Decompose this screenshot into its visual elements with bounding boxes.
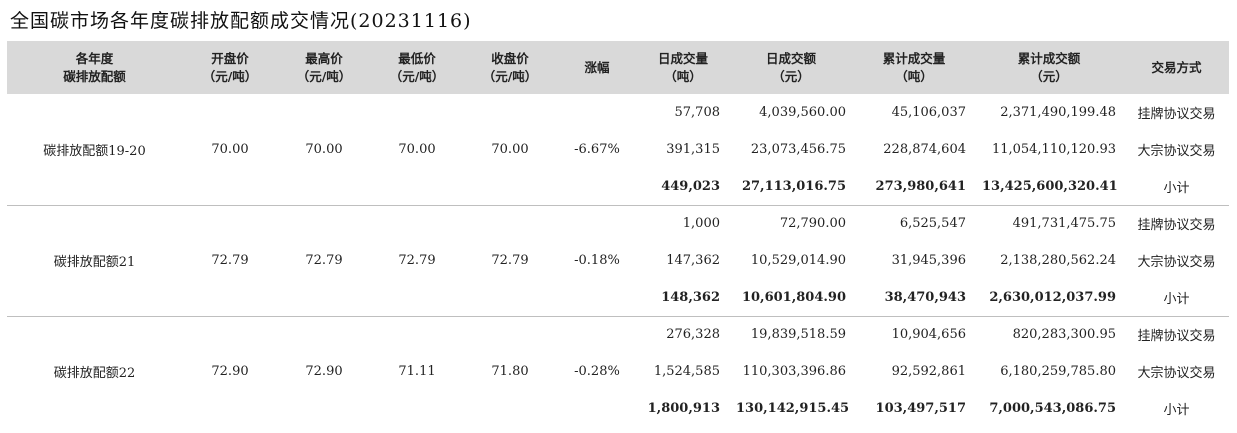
low-price: 71.11 xyxy=(398,364,436,380)
table-row: 碳排放配额21 72.79 72.79 72.79 72.79 -0.18% 1… xyxy=(7,205,1229,317)
col-header-trade-method: 交易方式 xyxy=(1151,59,1202,75)
close-price: 72.79 xyxy=(464,205,556,317)
open-price: 70.00 xyxy=(182,94,278,206)
cumulative-volume: 103,497,517 xyxy=(875,401,966,416)
daily-volume: 1,000 xyxy=(682,216,720,232)
daily-volume: 1,524,585 xyxy=(653,364,720,379)
cumulative-volume: 45,106,037 xyxy=(891,105,966,120)
trade-method: 挂牌协议交易 xyxy=(1137,107,1216,122)
daily-amount: 110,303,396.86 xyxy=(742,364,846,379)
high-price: 70.00 xyxy=(278,94,370,206)
subtotal-row: 148,362 10,601,804.90 38,470,943 2,630,0… xyxy=(7,279,1229,317)
table-row: 碳排放配额22 72.90 72.90 71.11 71.80 -0.28% 2… xyxy=(7,316,1229,381)
daily-volume: 391,315 xyxy=(666,142,720,157)
cumulative-amount: 2,371,490,199.48 xyxy=(1000,105,1116,120)
price-change: -0.18% xyxy=(556,205,638,317)
trade-method: 小计 xyxy=(1163,403,1190,418)
daily-amount: 10,529,014.90 xyxy=(750,253,846,268)
allowance-name: 碳排放配额22 xyxy=(53,366,136,382)
cumulative-amount: 13,425,600,320.41 xyxy=(974,168,1124,206)
daily-amount: 130,142,915.45 xyxy=(736,401,850,416)
trade-method: 大宗协议交易 xyxy=(1137,255,1216,270)
daily-amount: 72,790.00 xyxy=(779,216,846,232)
open-price: 72.79 xyxy=(182,205,278,317)
daily-volume: 1,800,913 xyxy=(647,401,720,416)
price-change: -0.28% xyxy=(574,364,620,380)
daily-volume: 449,023 xyxy=(638,168,728,206)
col-header-cumulative-volume: 累计成交量 （吨） xyxy=(882,50,946,84)
col-header-high-price: 最高价 （元/吨） xyxy=(296,50,352,84)
close-price: 71.80 xyxy=(491,364,529,380)
subtotal-row: 449,023 27,113,016.75 273,980,641 13,425… xyxy=(7,168,1229,206)
col-header-change: 涨幅 xyxy=(584,59,610,75)
open-price: 72.90 xyxy=(211,364,249,380)
high-price: 72.79 xyxy=(278,205,370,317)
cumulative-volume: 38,470,943 xyxy=(854,279,974,317)
price-change: -6.67% xyxy=(556,94,638,206)
col-header-daily-amount: 日成交额 （元） xyxy=(765,50,816,84)
cumulative-amount: 7,000,543,086.75 xyxy=(989,401,1116,416)
cumulative-amount: 2,630,012,037.99 xyxy=(974,279,1124,317)
daily-volume: 276,328 xyxy=(666,327,720,343)
daily-volume: 57,708 xyxy=(674,105,721,120)
low-price: 72.79 xyxy=(370,205,464,317)
daily-amount: 10,601,804.90 xyxy=(728,279,854,317)
col-header-open-price: 开盘价 （元/吨） xyxy=(202,50,258,84)
cumulative-amount: 2,138,280,562.24 xyxy=(1000,253,1116,268)
trade-method: 小计 xyxy=(1124,168,1229,206)
daily-amount: 23,073,456.75 xyxy=(750,142,846,157)
cumulative-volume: 6,525,547 xyxy=(899,216,966,232)
allowance-name: 碳排放配额21 xyxy=(7,205,182,317)
daily-amount: 19,839,518.59 xyxy=(750,327,846,343)
col-header-allowance-year: 各年度 碳排放配额 xyxy=(63,50,126,84)
daily-volume: 147,362 xyxy=(666,253,720,268)
allowance-name: 碳排放配额19-20 xyxy=(7,94,182,206)
table-row: 391,315 23,073,456.75 228,874,604 11,054… xyxy=(7,131,1229,168)
cumulative-amount: 491,731,475.75 xyxy=(1012,216,1116,232)
daily-amount: 27,113,016.75 xyxy=(728,168,854,206)
cumulative-amount: 11,054,110,120.93 xyxy=(991,142,1116,157)
high-price: 72.90 xyxy=(305,364,343,380)
trade-method: 大宗协议交易 xyxy=(1137,366,1216,381)
cumulative-volume: 273,980,641 xyxy=(854,168,974,206)
trade-method: 挂牌协议交易 xyxy=(1137,329,1216,345)
header-row: 各年度 碳排放配额 开盘价 （元/吨） 最高价 （元/吨） 最低价 （元/吨） 收盘价（… xyxy=(7,41,1229,94)
col-header-cumulative-amount: 累计成交额 （元） xyxy=(1017,50,1081,84)
col-header-low-price: 最低价 （元/吨） xyxy=(389,50,445,84)
page-title: 全国碳市场各年度碳排放配额成交情况(20231116) xyxy=(10,10,472,32)
table-row: 碳排放配额19-20 70.00 70.00 70.00 70.00 -6.67… xyxy=(7,94,1229,206)
cumulative-volume: 228,874,604 xyxy=(883,142,966,157)
table-row: 1,524,585 110,303,396.86 92,592,861 6,18… xyxy=(7,353,1229,390)
cumulative-amount: 6,180,259,785.80 xyxy=(1000,364,1116,379)
carbon-trading-table: 各年度 碳排放配额 开盘价 （元/吨） 最高价 （元/吨） 最低价 （元/吨） 收盘价（… xyxy=(7,41,1229,427)
table-row: 147,362 10,529,014.90 31,945,396 2,138,2… xyxy=(7,242,1229,279)
subtotal-row: 1,800,913 130,142,915.45 103,497,517 7,0… xyxy=(7,390,1229,427)
cumulative-volume: 10,904,656 xyxy=(891,327,966,343)
cumulative-amount: 820,283,300.95 xyxy=(1012,327,1116,343)
trade-method: 挂牌协议交易 xyxy=(1137,218,1216,234)
daily-amount: 4,039,560.00 xyxy=(759,105,846,120)
cumulative-volume: 31,945,396 xyxy=(891,253,966,268)
col-header-close-price: 收盘价 （元/吨） xyxy=(482,50,538,84)
cumulative-volume: 92,592,861 xyxy=(891,364,966,379)
close-price: 70.00 xyxy=(464,94,556,206)
trade-method: 大宗协议交易 xyxy=(1137,144,1216,159)
low-price: 70.00 xyxy=(370,94,464,206)
col-header-daily-volume: 日成交量 （吨） xyxy=(657,50,708,84)
trade-method: 小计 xyxy=(1124,279,1229,317)
daily-volume: 148,362 xyxy=(638,279,728,317)
